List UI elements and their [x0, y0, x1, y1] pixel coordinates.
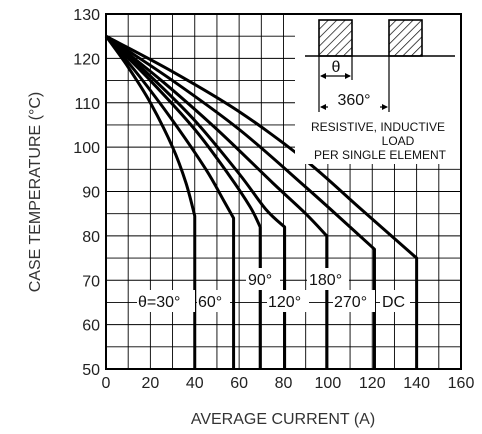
- label-bg-90: [246, 268, 280, 290]
- pulse-2: [388, 19, 423, 57]
- x-tick-label: 60: [230, 375, 248, 392]
- label-bg-180: [307, 268, 349, 290]
- curve-series-2: [104, 35, 236, 369]
- curve-series-6: [105, 34, 376, 369]
- x-tick-label: 100: [315, 375, 342, 392]
- theta-arrow-right: [345, 73, 351, 79]
- x-tick-label: 40: [186, 375, 204, 392]
- label-120: 120°: [268, 294, 301, 311]
- load-line-3: PER SINGLE ELEMENT: [314, 148, 447, 162]
- y-tick-label: 50: [82, 362, 100, 379]
- label-dc: DC: [382, 294, 405, 311]
- y-tick-label: 70: [82, 273, 100, 290]
- label-theta-30: θ=30°: [138, 294, 180, 311]
- load-line-2: LOAD: [382, 134, 415, 148]
- theta-arrow-left: [320, 73, 326, 79]
- period-label-bg: [328, 89, 380, 109]
- curves: [104, 34, 419, 369]
- label-bg-theta-30: [137, 290, 195, 312]
- y-tick-label: 130: [73, 7, 100, 24]
- period-arrow-left: [320, 104, 326, 110]
- period-label: 360°: [337, 92, 370, 109]
- tick-labels: 0 20 40 60 80 100 120 140 160 50 60 70 80 90 100 110 120…: [73, 7, 474, 392]
- x-tick-label: 20: [141, 375, 159, 392]
- y-tick-label: 110: [74, 96, 100, 113]
- y-tick-label: 100: [73, 140, 100, 157]
- y-tick-label: 90: [82, 185, 100, 202]
- curve-series-3: [104, 35, 262, 369]
- y-tick-label: 60: [82, 318, 100, 335]
- curve-series-7: [105, 34, 419, 369]
- plot-frame: [105, 13, 462, 370]
- label-180: 180°: [309, 272, 342, 289]
- x-tick-label: 0: [102, 375, 111, 392]
- y-tick-label: 120: [73, 51, 100, 68]
- label-bg-60: [197, 290, 230, 312]
- x-tick-label: 80: [275, 375, 293, 392]
- y-axis-label: CASE TEMPERATURE (°C): [27, 92, 44, 293]
- curve-series-5: [105, 35, 329, 369]
- load-line-1: RESISTIVE, INDUCTIVE: [311, 120, 445, 134]
- label-90: 90°: [248, 272, 272, 289]
- theta-label: θ: [332, 59, 341, 76]
- period-arrow-right: [382, 104, 388, 110]
- x-tick-label: 160: [448, 375, 475, 392]
- label-bg-dc: [380, 290, 410, 312]
- x-tick-label: 120: [359, 375, 386, 392]
- label-60: 60°: [198, 294, 222, 311]
- x-axis-label: AVERAGE CURRENT (A): [191, 411, 375, 428]
- label-270: 270°: [334, 294, 367, 311]
- x-tick-label: 140: [403, 375, 430, 392]
- curve-series-4: [104, 35, 287, 369]
- waveform-inset: θ 360° RESISTIVE, INDUCTIVE LOAD PER SIN…: [305, 19, 455, 162]
- label-bg-120: [267, 290, 309, 312]
- pulse-1: [318, 19, 353, 57]
- label-bg-270: [333, 290, 375, 312]
- curve-labels: θ=30° 60° 90° 120° 180° 270° DC: [137, 268, 410, 312]
- curve-series-1: [104, 35, 197, 369]
- y-tick-label: 80: [82, 229, 100, 246]
